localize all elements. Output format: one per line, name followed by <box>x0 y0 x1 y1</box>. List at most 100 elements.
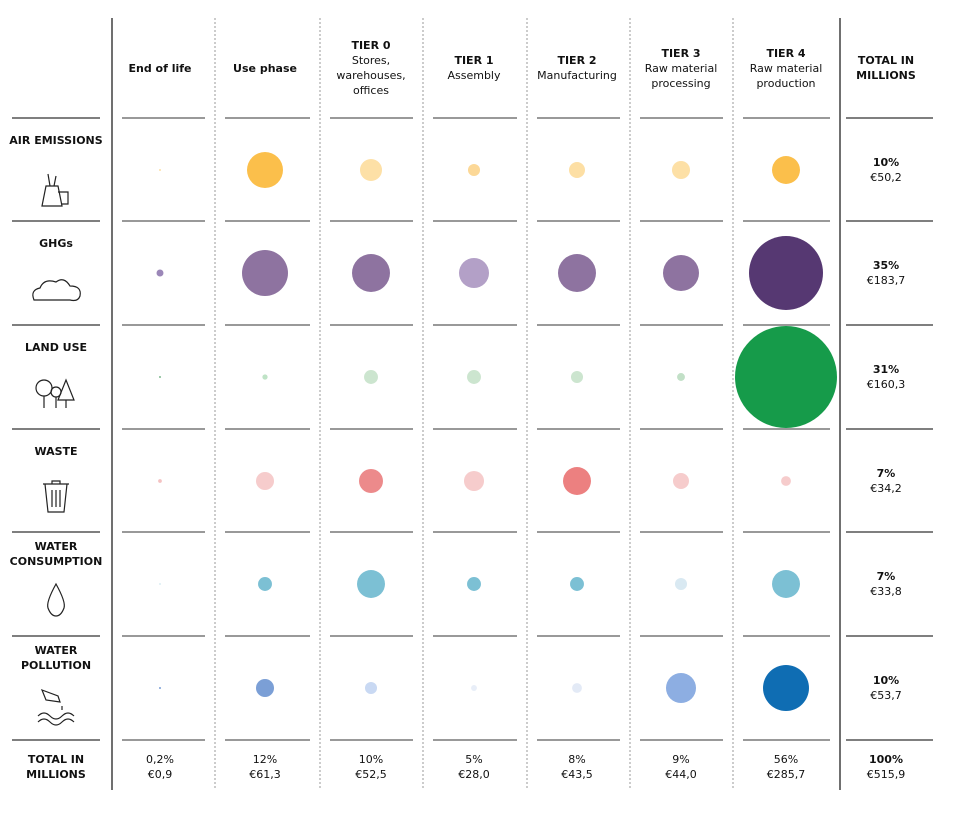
column-label: Assembly <box>447 69 501 82</box>
row-name: WATER POLLUTION <box>20 644 92 672</box>
total-eur: €160,3 <box>866 378 906 391</box>
row-label: WATER CONSUMPTION <box>8 537 104 571</box>
bubble <box>662 254 700 292</box>
row-total: 10% €53,7 <box>841 671 931 705</box>
bubble <box>568 161 586 179</box>
total-pct: 35% <box>872 259 900 272</box>
column-label: Use phase <box>233 61 297 75</box>
bubble <box>781 476 791 486</box>
bubble <box>763 665 809 711</box>
bubble <box>558 254 596 292</box>
bubble <box>572 683 582 693</box>
bubble <box>467 163 481 177</box>
bubble <box>467 577 481 591</box>
total-pct: 12% <box>252 753 278 766</box>
bubble <box>352 254 390 292</box>
total-eur: €50,2 <box>870 171 902 184</box>
bubble <box>158 686 162 690</box>
row-label: AIR EMISSIONS <box>8 123 104 157</box>
icons <box>32 173 81 726</box>
total-eur: €0,9 <box>147 768 173 781</box>
total-pct: 7% <box>876 570 896 583</box>
bubble <box>158 168 162 172</box>
total-pct: 8% <box>568 753 586 766</box>
column-label: Manufacturing <box>537 69 617 82</box>
bubble <box>158 479 162 483</box>
bubble <box>158 375 162 379</box>
pollution-icon <box>37 688 75 726</box>
bubble <box>674 577 688 591</box>
column-label: End of life <box>128 61 192 75</box>
bubble <box>159 583 161 585</box>
bubble <box>364 370 378 384</box>
grand-total: 100% €515,9 <box>841 750 931 784</box>
column-label: Raw material processing <box>644 61 718 90</box>
tier-label: TIER 4 <box>766 46 806 60</box>
row-name: WATER CONSUMPTION <box>9 540 103 568</box>
column-total: 12% €61,3 <box>220 750 310 784</box>
column-header: End of life <box>115 23 205 113</box>
total-eur: €33,8 <box>870 585 902 598</box>
column-header: TIER 1 Assembly <box>429 23 519 113</box>
bubble <box>671 160 691 180</box>
bubble <box>463 470 485 492</box>
total-eur: €183,7 <box>866 274 906 287</box>
total-eur: €34,2 <box>870 482 902 495</box>
column-header: TIER 4 Raw material production <box>741 23 831 113</box>
column-total: 10% €52,5 <box>326 750 416 784</box>
bin-icon <box>43 480 69 513</box>
column-total: 9% €44,0 <box>636 750 726 784</box>
cloud-icon <box>32 279 81 302</box>
total-eur: €28,0 <box>458 768 490 781</box>
bubble <box>255 471 275 491</box>
row-label: GHGs <box>8 226 104 260</box>
bubble <box>364 681 378 695</box>
total-pct: 10% <box>872 674 900 687</box>
total-pct: 10% <box>872 156 900 169</box>
total-pct: 56% <box>773 753 799 766</box>
total-eur: €285,7 <box>766 768 806 781</box>
bubble <box>258 577 272 591</box>
total-pct: 5% <box>465 753 483 766</box>
column-header: Use phase <box>220 23 310 113</box>
bubble <box>677 373 685 381</box>
row-total: 10% €50,2 <box>841 153 931 187</box>
row-label: WASTE <box>8 434 104 468</box>
row-total: 7% €34,2 <box>841 464 931 498</box>
total-eur: €43,5 <box>561 768 593 781</box>
column-header: TIER 3 Raw material processing <box>636 23 726 113</box>
bubble <box>772 156 800 184</box>
trees-icon <box>35 378 75 408</box>
footer-label: TOTAL IN MILLIONS <box>26 753 86 781</box>
column-header: TIER 2 Manufacturing <box>532 23 622 113</box>
column-total: 56% €285,7 <box>741 750 831 784</box>
bubble <box>570 577 584 591</box>
column-total: 8% €43,5 <box>532 750 622 784</box>
total-eur: €515,9 <box>866 768 906 781</box>
bubble <box>563 467 591 495</box>
row-name: GHGs <box>39 236 73 250</box>
bubble <box>359 469 383 493</box>
bubble <box>748 235 824 311</box>
bubble <box>359 158 383 182</box>
total-pct: 100% <box>869 753 903 766</box>
row-name: WASTE <box>34 444 78 458</box>
tier-label: TIER 1 <box>454 54 494 67</box>
row-total: 35% €183,7 <box>841 256 931 290</box>
bubble <box>242 250 288 296</box>
total-header: TOTAL IN MILLIONS <box>856 54 916 82</box>
tier-label: TIER 0 <box>351 39 391 52</box>
column-total: 5% €28,0 <box>429 750 519 784</box>
bubble <box>255 678 275 698</box>
bubble <box>471 685 477 691</box>
total-eur: €52,5 <box>355 768 387 781</box>
total-pct: 10% <box>358 753 384 766</box>
bubble <box>570 370 584 384</box>
row-total: 31% €160,3 <box>841 360 931 394</box>
total-pct: 31% <box>872 363 900 376</box>
row-name: LAND USE <box>24 340 88 354</box>
column-total: 0,2% €0,9 <box>115 750 205 784</box>
footer-label: TOTAL IN MILLIONS <box>8 750 104 784</box>
